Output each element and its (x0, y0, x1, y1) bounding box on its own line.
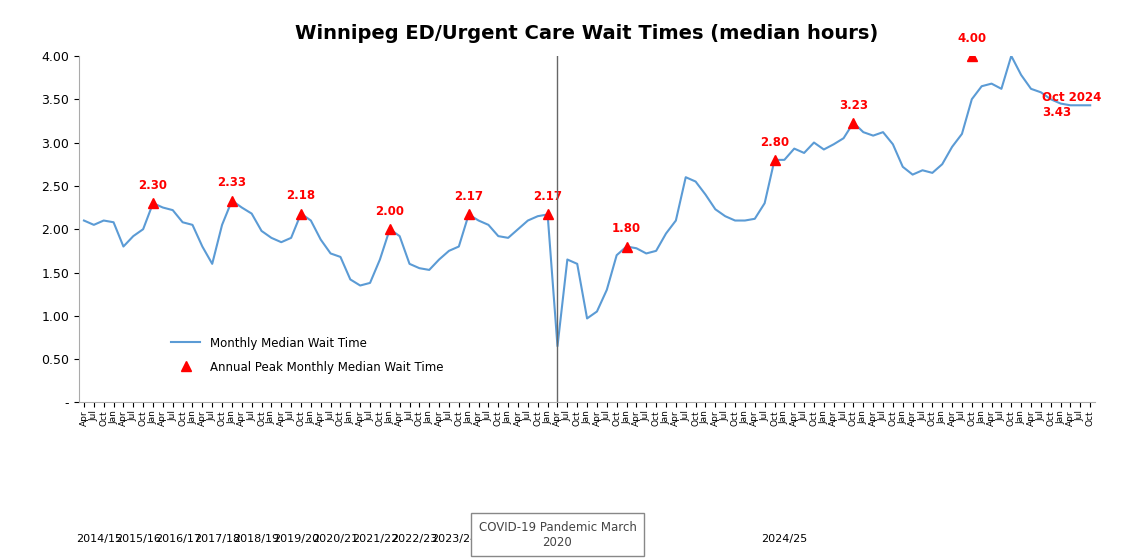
Text: 2021/22: 2021/22 (352, 534, 399, 544)
Text: Oct 2024
3.43: Oct 2024 3.43 (1042, 91, 1102, 119)
Text: 2015/16: 2015/16 (115, 534, 161, 544)
Text: 1.80: 1.80 (612, 222, 641, 235)
Text: 2014/15: 2014/15 (76, 534, 122, 544)
Text: 2.80: 2.80 (760, 136, 789, 149)
Text: 2.00: 2.00 (375, 205, 404, 218)
Legend: Monthly Median Wait Time, Annual Peak Monthly Median Wait Time: Monthly Median Wait Time, Annual Peak Mo… (166, 331, 448, 379)
Title: Winnipeg ED/Urgent Care Wait Times (median hours): Winnipeg ED/Urgent Care Wait Times (medi… (296, 24, 878, 43)
Text: 2019/20: 2019/20 (273, 534, 320, 544)
Text: 2.17: 2.17 (454, 191, 483, 203)
Text: 2.30: 2.30 (139, 179, 167, 192)
Text: 2.18: 2.18 (287, 190, 316, 202)
Text: 2.17: 2.17 (533, 191, 562, 203)
Text: 2017/18: 2017/18 (194, 534, 240, 544)
Text: COVID-19 Pandemic March
2020: COVID-19 Pandemic March 2020 (479, 520, 637, 548)
Text: 3.23: 3.23 (839, 98, 868, 111)
Text: 4.00: 4.00 (957, 32, 987, 45)
Text: 2016/17: 2016/17 (155, 534, 201, 544)
Text: 2020/21: 2020/21 (313, 534, 359, 544)
Text: 2022/23: 2022/23 (392, 534, 438, 544)
Text: 2018/19: 2018/19 (234, 534, 280, 544)
Text: 2.33: 2.33 (218, 177, 246, 190)
Text: 2023/24: 2023/24 (431, 534, 478, 544)
Text: 2024/25: 2024/25 (761, 534, 807, 544)
